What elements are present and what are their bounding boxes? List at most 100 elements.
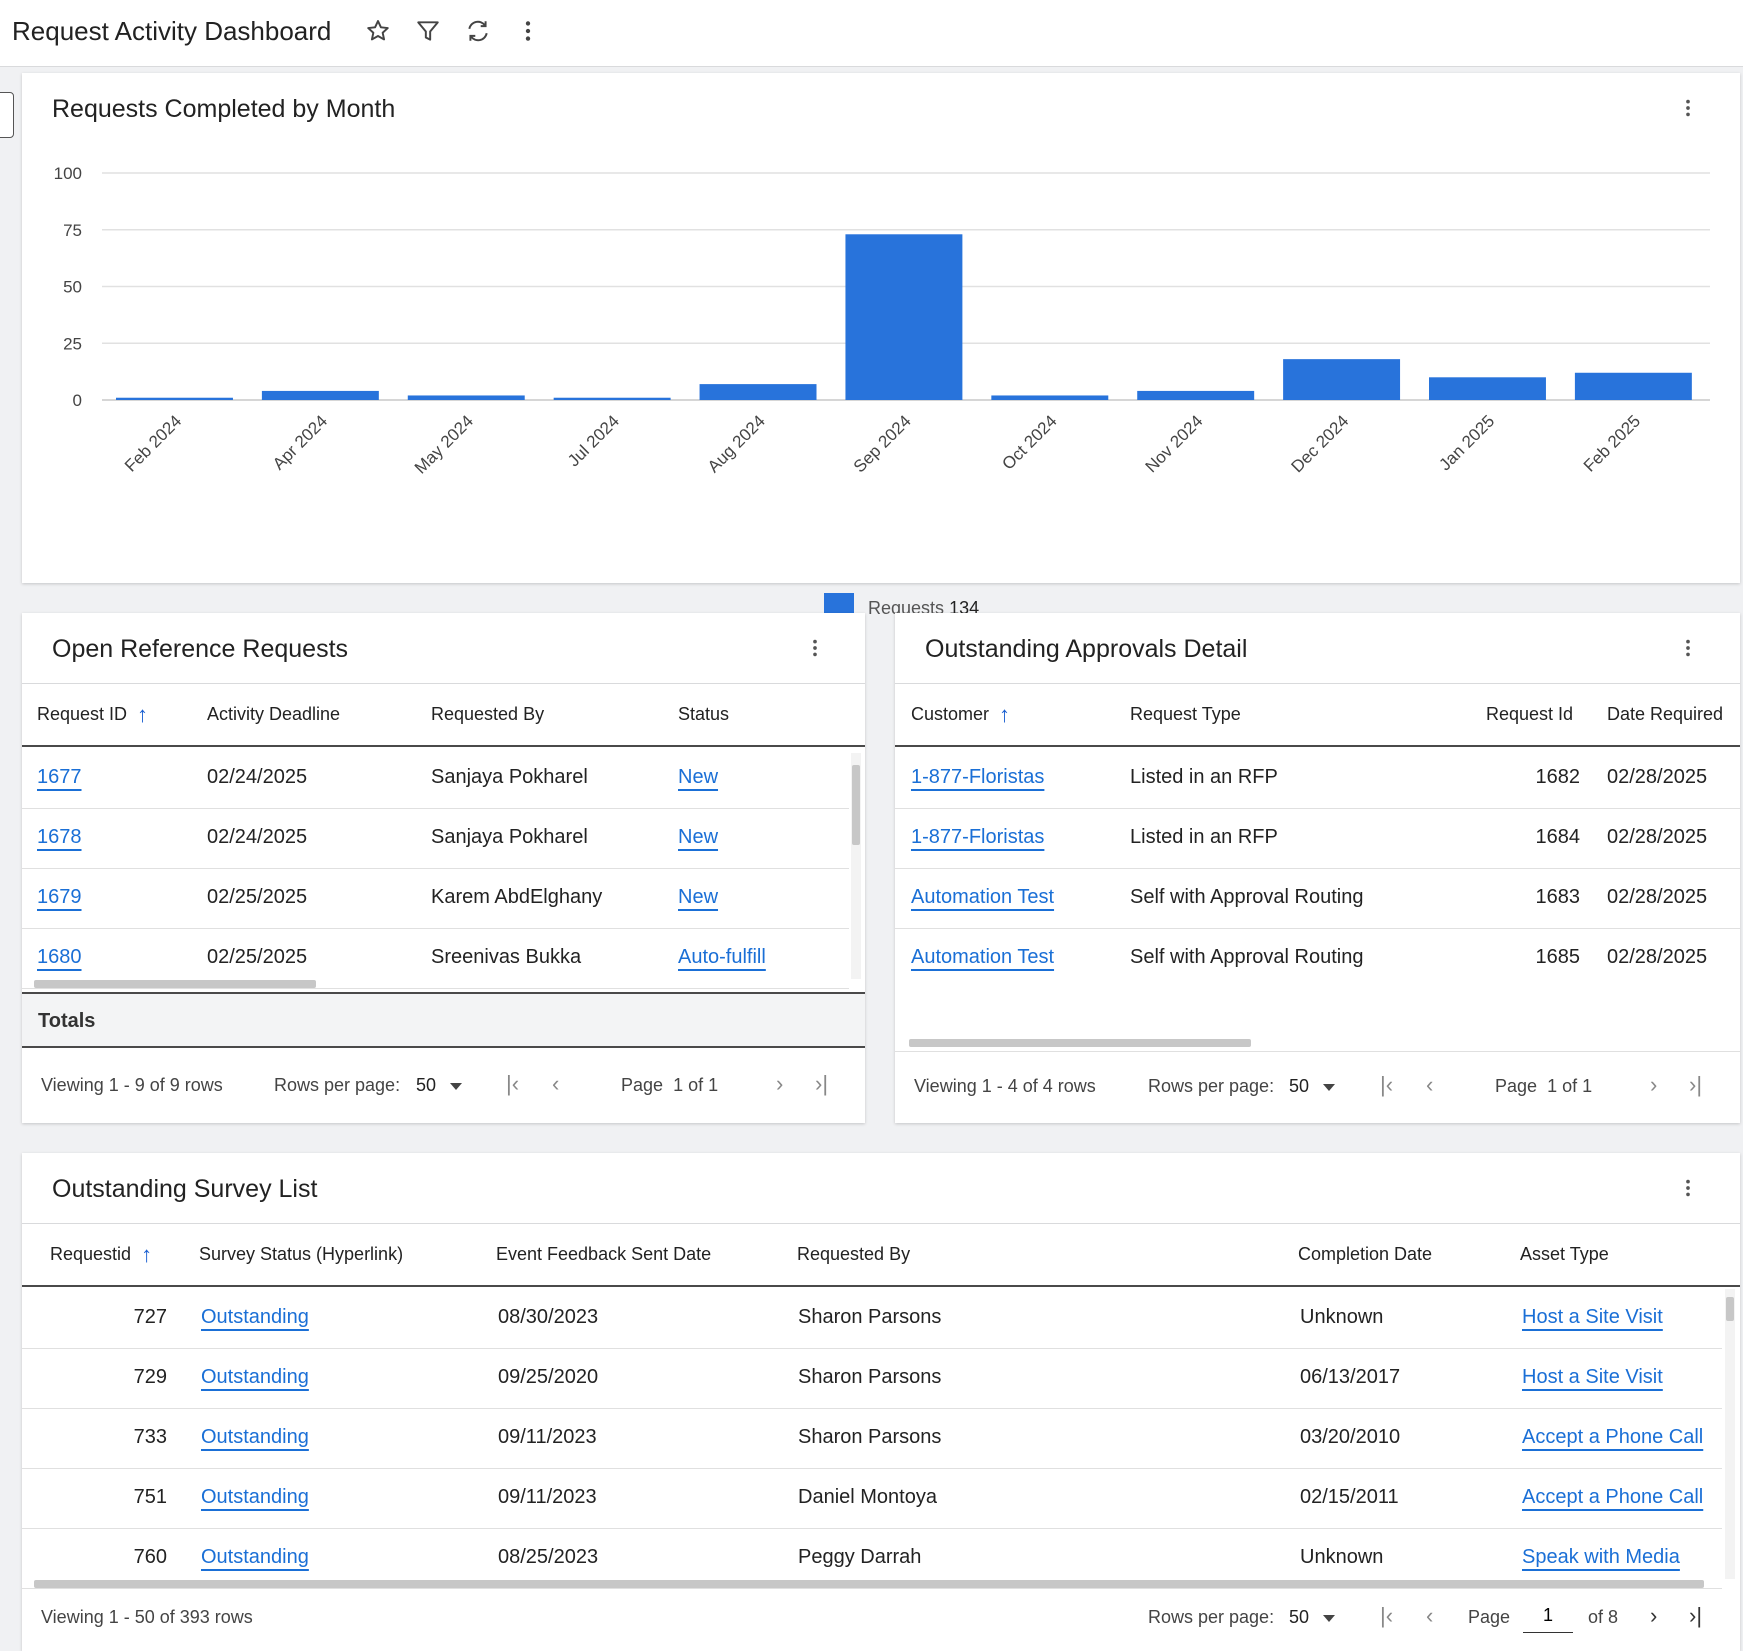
col-request-id[interactable]: Request Id	[1486, 704, 1574, 724]
open-requests-pager: Viewing 1 - 9 of 9 rows Rows per page: 5…	[22, 1051, 865, 1121]
refresh-icon[interactable]	[461, 14, 495, 48]
open-requests-vscroll[interactable]	[851, 753, 861, 979]
bar[interactable]	[116, 397, 233, 400]
surveys-vscroll[interactable]	[1725, 1289, 1735, 1579]
table-cell: Sharon Parsons	[798, 1366, 942, 1388]
survey-status-link[interactable]: Outstanding	[201, 1426, 309, 1448]
status-link[interactable]: New	[678, 826, 719, 848]
sort-ascending-icon[interactable]: ↑	[999, 702, 1011, 728]
bar[interactable]	[407, 395, 525, 400]
survey-status-link[interactable]: Outstanding	[201, 1546, 309, 1568]
next-page-icon[interactable]: ›	[1650, 1072, 1658, 1097]
survey-status-link[interactable]: Outstanding	[201, 1486, 309, 1508]
first-page-icon[interactable]: |‹	[506, 1071, 520, 1096]
y-tick-label: 75	[63, 221, 82, 240]
asset-type-link[interactable]: Accept a Phone Call	[1522, 1486, 1704, 1508]
status-link[interactable]: Auto-fulfill	[678, 946, 766, 968]
chart-menu-icon[interactable]	[1673, 93, 1703, 123]
next-page-icon[interactable]: ›	[1650, 1603, 1658, 1628]
first-page-icon[interactable]: |‹	[1380, 1603, 1394, 1628]
x-tick-label: May 2024	[411, 411, 477, 477]
prev-page-icon[interactable]: ‹	[552, 1071, 560, 1096]
table-cell: 09/11/2023	[498, 1486, 597, 1508]
table-row: 727 Outstanding 08/30/2023 Sharon Parsons Un…	[22, 1289, 1722, 1349]
col-activity-deadline[interactable]: Activity Deadline	[207, 704, 341, 724]
survey-status-link[interactable]: Outstanding	[201, 1306, 309, 1328]
bar[interactable]	[1574, 372, 1692, 400]
viewing-text: Viewing 1 - 9 of 9 rows	[41, 1075, 223, 1095]
rows-per-page-select[interactable]: 50	[1289, 1076, 1336, 1097]
col-completion-date[interactable]: Completion Date	[1298, 1244, 1433, 1264]
rows-per-page-select[interactable]: 50	[1289, 1607, 1336, 1628]
asset-type-link[interactable]: Accept a Phone Call	[1522, 1426, 1704, 1448]
sort-ascending-icon[interactable]: ↑	[137, 702, 149, 728]
last-page-icon[interactable]: ›|	[1689, 1072, 1703, 1097]
more-vertical-icon[interactable]	[511, 14, 545, 48]
next-page-icon[interactable]: ›	[776, 1071, 784, 1096]
col-requested-by[interactable]: Requested By	[797, 1244, 911, 1264]
col-date-required[interactable]: Date Required	[1607, 704, 1724, 724]
last-page-icon[interactable]: ›|	[815, 1071, 829, 1096]
status-link[interactable]: New	[678, 766, 719, 788]
col-survey-status[interactable]: Survey Status (Hyperlink)	[199, 1244, 404, 1264]
prev-page-icon[interactable]: ‹	[1426, 1603, 1434, 1628]
rows-per-page-select[interactable]: 50	[416, 1075, 463, 1096]
table-cell: 02/24/2025	[207, 826, 308, 848]
asset-type-link[interactable]: Host a Site Visit	[1522, 1366, 1663, 1388]
bar[interactable]	[553, 397, 671, 400]
page-title: Request Activity Dashboard	[12, 16, 332, 46]
request-id-link[interactable]: 1678	[37, 826, 82, 848]
last-page-icon[interactable]: ›|	[1689, 1603, 1703, 1628]
customer-link[interactable]: Automation Test	[911, 946, 1055, 968]
status-link[interactable]: New	[678, 886, 719, 908]
filter-icon[interactable]	[411, 14, 445, 48]
side-panel-toggle[interactable]	[0, 92, 14, 138]
surveys-card: Outstanding Survey List Requestid ↑ Surve…	[22, 1153, 1740, 1651]
request-id-link[interactable]: 1677	[37, 766, 82, 788]
open-requests-hscroll[interactable]	[34, 979, 844, 989]
table-cell: Self with Approval Routing	[1130, 946, 1364, 968]
bar[interactable]	[699, 384, 817, 400]
open-requests-menu-icon[interactable]	[800, 633, 830, 663]
surveys-menu-icon[interactable]	[1673, 1173, 1703, 1203]
approvals-menu-icon[interactable]	[1673, 633, 1703, 663]
bar[interactable]	[845, 234, 963, 400]
col-request-type[interactable]: Request Type	[1130, 704, 1241, 724]
col-asset-type[interactable]: Asset Type	[1520, 1244, 1609, 1264]
x-tick-label: Apr 2024	[269, 411, 331, 473]
col-status[interactable]: Status	[678, 704, 730, 724]
request-id-link[interactable]: 1680	[37, 946, 82, 968]
table-cell: Unknown	[1300, 1546, 1384, 1568]
col-request-id[interactable]: Request ID ↑	[37, 702, 149, 728]
request-id-link[interactable]: 1679	[37, 886, 82, 908]
bar[interactable]	[261, 390, 379, 400]
col-requestid[interactable]: Requestid ↑	[50, 1242, 153, 1268]
customer-link[interactable]: 1-877-Floristas	[911, 766, 1045, 788]
surveys-hscroll[interactable]	[34, 1579, 1724, 1589]
approvals-hscroll[interactable]	[901, 1038, 1731, 1048]
table-cell: Unknown	[1300, 1306, 1384, 1328]
x-tick-label: Sep 2024	[850, 411, 915, 476]
page-label: Page 1 of 1	[1495, 1076, 1593, 1096]
col-requested-by[interactable]: Requested By	[431, 704, 545, 724]
col-feedback-sent-date[interactable]: Event Feedback Sent Date	[496, 1244, 712, 1264]
x-tick-label: Aug 2024	[704, 411, 769, 476]
first-page-icon[interactable]: |‹	[1380, 1072, 1394, 1097]
bar[interactable]	[991, 395, 1109, 400]
page-number-input[interactable]	[1523, 1599, 1573, 1633]
table-cell: 02/28/2025	[1607, 826, 1708, 848]
bar[interactable]	[1283, 359, 1401, 400]
survey-status-link[interactable]: Outstanding	[201, 1366, 309, 1388]
customer-link[interactable]: Automation Test	[911, 886, 1055, 908]
prev-page-icon[interactable]: ‹	[1426, 1072, 1434, 1097]
table-row: 729 Outstanding 09/25/2020 Sharon Parsons 06…	[22, 1349, 1722, 1409]
asset-type-link[interactable]: Host a Site Visit	[1522, 1306, 1663, 1328]
bar[interactable]	[1137, 390, 1255, 400]
col-customer[interactable]: Customer ↑	[911, 702, 1011, 728]
bar[interactable]	[1429, 377, 1546, 400]
table-cell: 08/25/2023	[498, 1546, 599, 1568]
asset-type-link[interactable]: Speak with Media	[1522, 1546, 1680, 1568]
sort-ascending-icon[interactable]: ↑	[141, 1242, 153, 1268]
star-icon[interactable]	[361, 14, 395, 48]
customer-link[interactable]: 1-877-Floristas	[911, 826, 1045, 848]
